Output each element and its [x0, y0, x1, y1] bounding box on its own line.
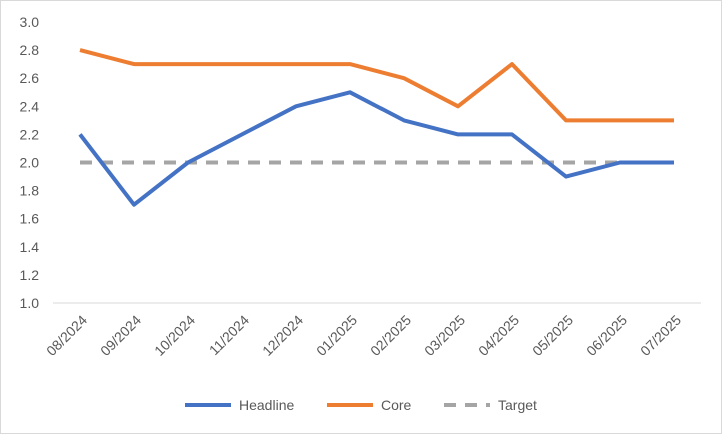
legend-label-core: Core [381, 397, 412, 413]
x-tick-label: 07/2025 [637, 312, 684, 359]
y-tick-label: 1.4 [20, 239, 40, 255]
y-tick-label: 2.6 [20, 70, 40, 86]
x-tick-label: 11/2024 [206, 312, 253, 359]
series-line-core [79, 48, 674, 123]
x-tick-label: 02/2025 [367, 312, 414, 359]
y-tick-label: 2.2 [20, 126, 40, 142]
x-tick-label: 12/2024 [259, 312, 306, 359]
y-tick-label: 2.4 [20, 98, 40, 114]
x-tick-label: 05/2025 [529, 312, 576, 359]
x-tick-label: 09/2024 [97, 312, 144, 359]
y-tick-label: 2.0 [20, 155, 40, 171]
x-tick-label: 03/2025 [421, 312, 468, 359]
legend-label-headline: Headline [239, 397, 294, 413]
y-tick-label: 2.8 [20, 42, 40, 58]
x-tick-label: 10/2024 [151, 312, 198, 359]
y-tick-label: 3.0 [20, 14, 40, 30]
y-tick-label: 1.2 [20, 267, 40, 283]
x-tick-label: 01/2025 [313, 312, 360, 359]
x-tick-label: 06/2025 [583, 312, 630, 359]
y-tick-label: 1.0 [20, 295, 40, 311]
y-tick-label: 1.6 [20, 211, 40, 227]
x-tick-label: 08/2024 [43, 312, 90, 359]
x-axis-ticks: 08/2024 09/2024 10/2024 11/2024 12/2024 01/20… [43, 312, 684, 359]
x-tick-label: 04/2025 [475, 312, 522, 359]
series-lines [78, 48, 674, 207]
legend-label-target: Target [498, 397, 537, 413]
y-axis-ticks: 1.0 1.2 1.4 1.6 1.8 2.0 2.2 2.4 2.6 2.8 3.0 [20, 14, 40, 311]
legend: Headline Core Target [185, 397, 537, 413]
y-tick-label: 1.8 [20, 183, 40, 199]
series-line-headline [78, 90, 674, 207]
